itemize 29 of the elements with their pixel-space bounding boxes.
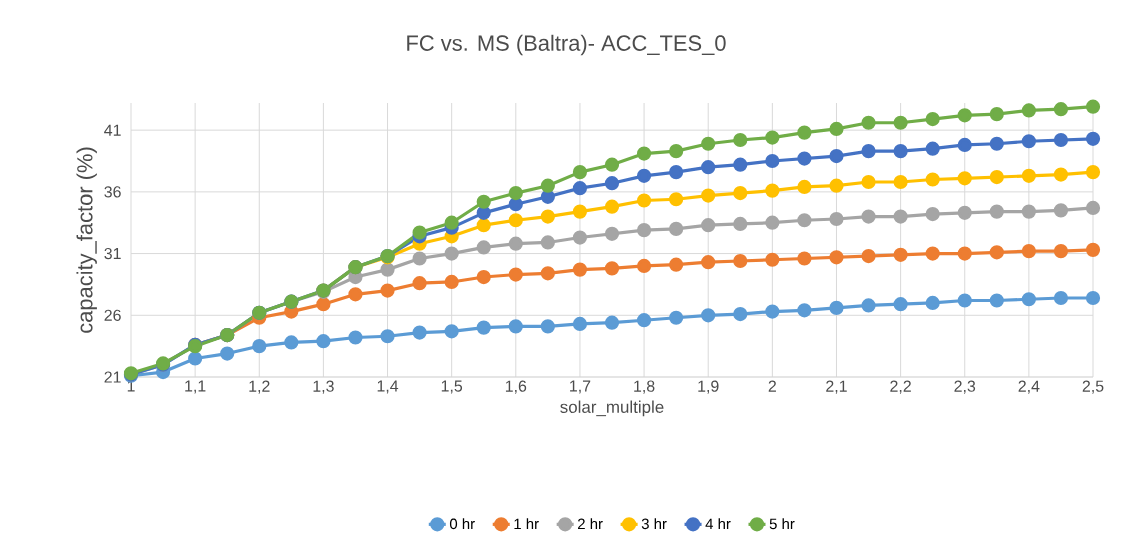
- y-tick-label: 26: [104, 309, 121, 321]
- legend-label: 0 hr: [449, 518, 475, 530]
- x-tick-label: 1,6: [505, 380, 527, 394]
- legend-label: 2 hr: [578, 518, 603, 530]
- y-tick-label: 31: [104, 247, 121, 260]
- legend-label: 1 hr: [514, 518, 539, 530]
- x-tick-label: 1,7: [570, 380, 591, 394]
- legend-label: 4 hr: [705, 518, 731, 530]
- chart-title: FC vs. MS (Baltra)- ACC_TES_0: [407, 34, 726, 56]
- x-tick-label: 1,9: [698, 380, 719, 394]
- x-tick-label: 1,3: [313, 380, 334, 394]
- x-tick-label: 2,1: [826, 380, 847, 394]
- x-tick-label: 1,8: [634, 380, 655, 394]
- x-axis-title: solar_multiple: [560, 400, 664, 417]
- x-tick-label: 2,3: [954, 380, 976, 394]
- legend-label: 5 hr: [769, 518, 795, 530]
- x-tick-label: 1,4: [377, 380, 399, 394]
- y-axis-title: capacity_factor (%): [76, 147, 97, 333]
- y-tick-label: 36: [104, 186, 121, 198]
- x-tick-label: 2: [768, 380, 776, 392]
- x-tick-label: 1,1: [185, 380, 206, 394]
- x-tick-label: 1,5: [441, 380, 463, 394]
- x-tick-label: 2,5: [1082, 380, 1104, 394]
- legend-label: 3 hr: [641, 518, 667, 530]
- y-tick-label: 41: [104, 124, 121, 136]
- x-tick-label: 2,4: [1018, 380, 1040, 394]
- y-tick-label: 21: [104, 371, 121, 383]
- x-tick-label: 2,2: [890, 380, 911, 394]
- x-tick-label: 1,2: [249, 380, 270, 394]
